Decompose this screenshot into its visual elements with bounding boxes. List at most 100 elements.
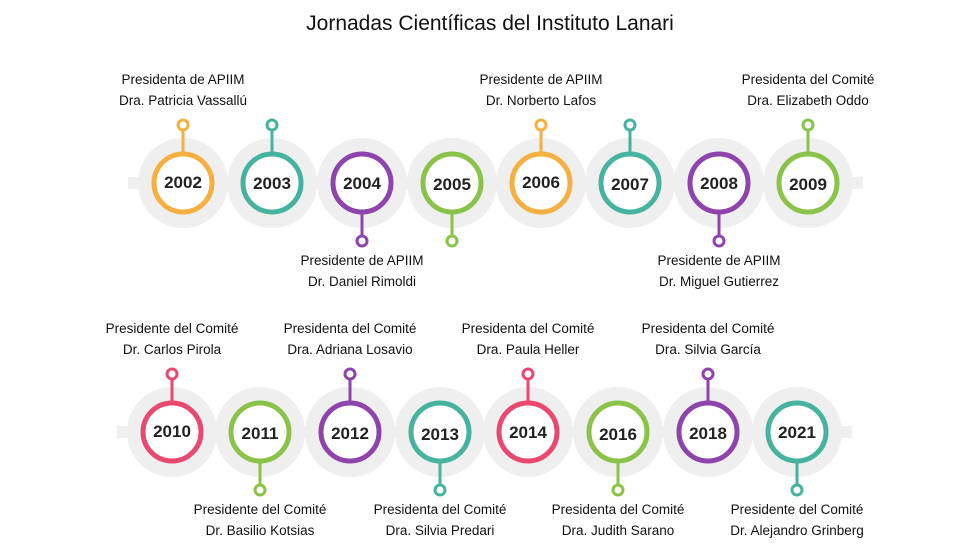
president-name: Dr. Daniel Rimoldi xyxy=(307,274,417,289)
year-label: 2021 xyxy=(778,423,816,442)
timeline-node-2008: 2008 xyxy=(687,151,751,248)
timeline-node-2011: 2011 xyxy=(228,400,292,497)
node-pin-dot xyxy=(521,367,535,381)
president-name: Dr. Norberto Lafos xyxy=(485,93,597,108)
president-label-2012: Presidenta del Comité Dra. Adriana Losavi… xyxy=(240,318,460,360)
president-role: Presidenta del Comité xyxy=(741,72,875,87)
year-label: 2011 xyxy=(242,424,279,443)
band-edge xyxy=(852,372,872,492)
node-pin-dot xyxy=(790,483,804,497)
node-pin-dot xyxy=(343,367,357,381)
row-2-band xyxy=(97,372,872,492)
timeline-node-2005: 2005 xyxy=(420,151,484,248)
year-label: 2008 xyxy=(700,174,738,193)
president-label-2018: Presidenta del Comité Dra. Silvia García xyxy=(598,318,818,360)
president-label-2009: Presidenta del Comité Dra. Elizabeth Oddo xyxy=(698,69,918,111)
year-circle xyxy=(687,151,751,215)
president-role: Presidente de APIIM xyxy=(657,253,781,268)
year-label: 2010 xyxy=(153,422,191,441)
year-label: 2004 xyxy=(343,174,381,193)
year-label: 2014 xyxy=(509,423,547,442)
timeline-node-2012: 2012 xyxy=(318,367,382,464)
president-role: Presidenta del Comité xyxy=(551,502,685,517)
year-label: 2018 xyxy=(689,424,727,443)
president-name: Dr. Carlos Pirola xyxy=(122,342,222,357)
president-label-2014: Presidenta del Comité Dra. Paula Heller xyxy=(418,318,638,360)
year-circle xyxy=(408,400,472,464)
node-pin-dot xyxy=(253,483,267,497)
timeline-node-2009: 2009 xyxy=(776,118,840,215)
president-name: Dra. Elizabeth Oddo xyxy=(747,93,869,108)
year-circle xyxy=(765,400,829,464)
timeline-node-2003: 2003 xyxy=(240,118,304,215)
year-circle xyxy=(509,151,573,215)
timeline-node-2006: 2006 xyxy=(509,118,573,215)
node-pin-dot xyxy=(355,234,369,248)
year-label: 2006 xyxy=(522,173,560,192)
president-role: Presidenta del Comité xyxy=(283,321,417,336)
year-circle xyxy=(776,151,840,215)
year-label: 2007 xyxy=(611,175,649,194)
timeline-node-2004: 2004 xyxy=(330,151,394,248)
president-name: Dra. Judith Sarano xyxy=(561,523,675,538)
president-name: Dra. Patricia Vassallú xyxy=(118,93,248,108)
timeline-node-2021: 2021 xyxy=(765,400,829,497)
year-label: 2013 xyxy=(421,425,459,444)
year-circle xyxy=(676,400,740,464)
president-name: Dra. Adriana Losavio xyxy=(287,342,413,357)
node-pin-dot xyxy=(611,483,625,497)
node-pin-dot xyxy=(623,118,637,132)
president-name: Dra. Silvia Predari xyxy=(385,523,495,538)
year-circle xyxy=(240,151,304,215)
row-1-band xyxy=(108,123,883,243)
president-label-2004: Presidente de APIIM Dr. Daniel Rimoldi xyxy=(252,250,472,292)
node-pin-dot xyxy=(712,234,726,248)
timeline-node-2002: 2002 xyxy=(151,118,215,215)
president-name: Dra. Silvia García xyxy=(655,342,761,357)
year-circle xyxy=(318,400,382,464)
node-pin-dot xyxy=(433,483,447,497)
president-role: Presidenta de APIIM xyxy=(121,72,245,87)
president-role: Presidente de APIIM xyxy=(300,253,424,268)
president-name: Dra. Paula Heller xyxy=(476,342,580,357)
president-label-2011: Presidente del Comité Dr. Basilio Kotsias xyxy=(150,499,370,541)
president-name: Dr. Basilio Kotsias xyxy=(205,523,315,538)
year-label: 2005 xyxy=(433,175,471,194)
timeline-node-2016: 2016 xyxy=(586,400,650,497)
president-role: Presidente de APIIM xyxy=(479,72,603,87)
year-circle xyxy=(586,400,650,464)
president-role: Presidenta del Comité xyxy=(461,321,595,336)
timeline-node-2007: 2007 xyxy=(598,118,662,215)
year-label: 2012 xyxy=(331,424,369,443)
year-circle xyxy=(140,400,204,464)
president-name: Dr. Miguel Gutierrez xyxy=(658,274,780,289)
timeline-node-2010: 2010 xyxy=(140,367,204,464)
president-label-2010: Presidente del Comité Dr. Carlos Pirola xyxy=(62,318,282,360)
president-role: Presidente del Comité xyxy=(730,502,864,517)
node-pin-dot xyxy=(445,234,459,248)
president-name: Dr. Alejandro Grinberg xyxy=(730,523,864,538)
year-circle xyxy=(598,151,662,215)
node-pin-dot xyxy=(265,118,279,132)
year-label: 2009 xyxy=(789,175,827,194)
timeline-node-2018: 2018 xyxy=(676,367,740,464)
president-label-2016: Presidenta del Comité Dra. Judith Sarano xyxy=(508,499,728,541)
band-edge xyxy=(863,123,883,243)
year-circle xyxy=(496,400,560,464)
timeline-node-2013: 2013 xyxy=(408,400,472,497)
president-role: Presidente del Comité xyxy=(105,321,239,336)
node-pin-dot xyxy=(701,367,715,381)
president-role: Presidenta del Comité xyxy=(641,321,775,336)
year-circle xyxy=(330,151,394,215)
band-edge xyxy=(108,123,128,243)
node-pin-dot xyxy=(801,118,815,132)
president-role: Presidenta del Comité xyxy=(373,502,507,517)
president-label-2008: Presidente de APIIM Dr. Miguel Gutierrez xyxy=(609,250,829,292)
president-label-2021: Presidente del Comité Dr. Alejandro Grinb… xyxy=(687,499,907,541)
year-label: 2003 xyxy=(253,174,291,193)
president-label-2013: Presidenta del Comité Dra. Silvia Predari xyxy=(330,499,550,541)
node-pin-dot xyxy=(534,118,548,132)
band-edge xyxy=(97,372,117,492)
timeline-node-2014: 2014 xyxy=(496,367,560,464)
